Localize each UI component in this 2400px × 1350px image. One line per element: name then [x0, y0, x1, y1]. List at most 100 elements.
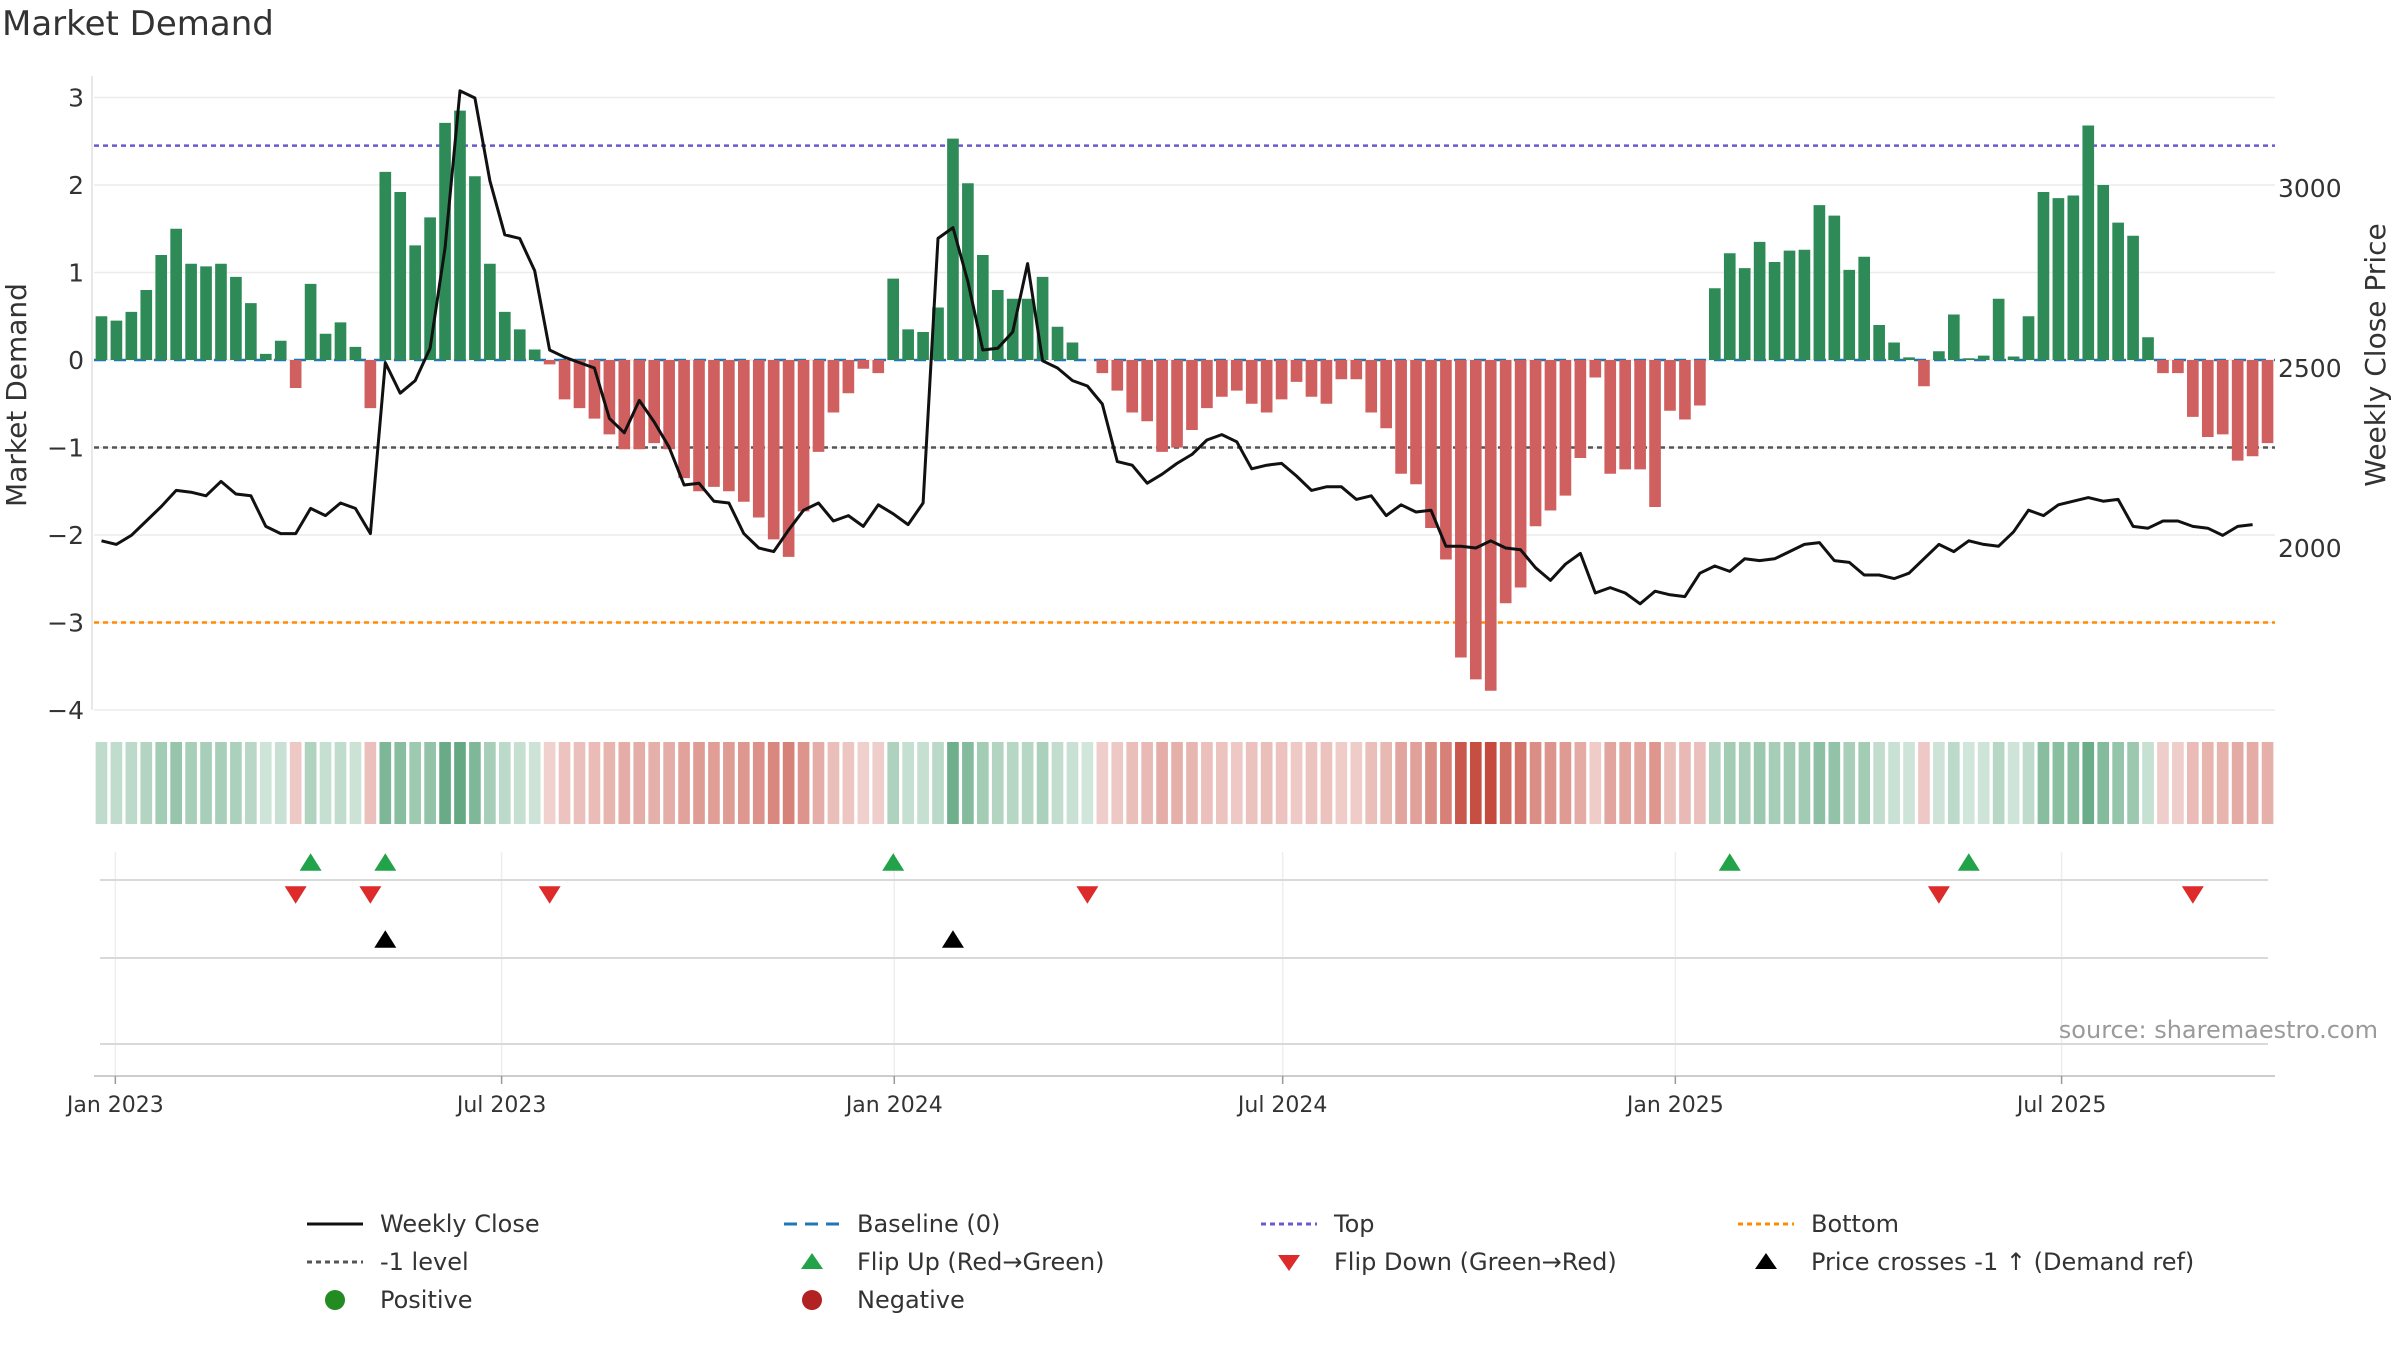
demand-bar [215, 263, 227, 360]
flip-down-marker [359, 886, 382, 904]
demand-bar [977, 255, 989, 360]
legend-label: Flip Up (Red→Green) [857, 1248, 1105, 1276]
demand-bar [678, 360, 690, 479]
band-cell [991, 742, 1004, 824]
demand-bar [1096, 360, 1109, 374]
band-cell [737, 742, 750, 824]
band-cell [185, 742, 197, 824]
band-cell [1753, 742, 1766, 824]
band-cell [962, 742, 974, 824]
demand-bar [1544, 360, 1557, 511]
demand-bar [1440, 360, 1452, 560]
demand-bars-layer [95, 110, 2274, 691]
band-cell [439, 742, 451, 824]
flip-down-marker [284, 886, 307, 904]
legend-item-top: Top [1254, 1209, 1731, 1239]
chart-title: Market Demand [2, 4, 274, 44]
band-cell [230, 742, 242, 824]
band-cell [1604, 742, 1617, 824]
band-cell [2261, 742, 2274, 824]
demand-bar [2216, 360, 2229, 435]
band-cell [2246, 742, 2259, 824]
x-tick-label: Jan 2025 [1625, 1093, 1724, 1118]
band-cell [1051, 742, 1064, 824]
band-cell [1529, 742, 1542, 824]
demand-bar [2231, 360, 2244, 461]
band-cell [200, 742, 212, 824]
demand-bar [797, 360, 810, 512]
demand-bar [543, 360, 556, 365]
demand-bar [1111, 360, 1124, 391]
demand-bar [2052, 198, 2065, 360]
band-cell [140, 742, 153, 824]
band-cell [364, 742, 377, 824]
band-cell [767, 742, 780, 824]
flip-down-marker [1076, 886, 1099, 904]
y2-axis-title: Weekly Close Price [2359, 223, 2392, 486]
axes-layer: 3 2 1 0 −1 −2 −3 −4 3000 2500 2000 Market Demand Wee… [0, 76, 2392, 725]
band-cell [558, 742, 571, 824]
demand-bar [1783, 250, 1796, 360]
demand-bar [2007, 356, 2020, 360]
band-cell [2187, 742, 2199, 824]
demand-bar [454, 110, 466, 360]
demand-bar [2142, 337, 2154, 360]
demand-bar [603, 360, 616, 435]
band-cell [1888, 742, 1900, 824]
band-cell [1111, 742, 1124, 824]
band-cell [932, 742, 944, 824]
band-cell [2097, 742, 2110, 824]
demand-bar [1425, 360, 1437, 528]
band-cell [1559, 742, 1572, 824]
legend-glyph [1261, 1222, 1317, 1226]
band-cell [887, 742, 900, 824]
legend-glyph [1738, 1222, 1794, 1226]
legend-item-bottom: Bottom [1731, 1209, 2208, 1239]
band-cell [1992, 742, 2005, 824]
legend-symbol-weekly-close [300, 1209, 370, 1239]
band-cell [1694, 742, 1706, 824]
band-cell [1230, 742, 1243, 824]
band-cell [2157, 742, 2169, 824]
demand-bar [842, 360, 855, 394]
demand-bar [1230, 360, 1243, 391]
band-cell [1828, 742, 1841, 824]
band-cell [1455, 742, 1467, 824]
demand-bar [1335, 360, 1348, 380]
demand-bar [1753, 241, 1766, 360]
band-cell [424, 742, 436, 824]
band-cell [1544, 742, 1557, 824]
band-cell [1768, 742, 1781, 824]
flip-up-marker [882, 853, 905, 871]
demand-bar [1723, 253, 1736, 360]
demand-bar [1514, 360, 1527, 588]
price-cross-marker [941, 930, 964, 948]
legend-label: Negative [857, 1286, 965, 1314]
band-cell [289, 742, 302, 824]
demand-bar [1589, 360, 1602, 378]
demand-bar [1275, 360, 1288, 400]
legend-circle-glyph [325, 1290, 345, 1310]
band-cell [543, 742, 556, 824]
band-cell [1350, 742, 1363, 824]
y-tick-label: 2 [68, 171, 84, 200]
demand-bar [857, 360, 870, 369]
band-cell [1903, 742, 1915, 824]
band-cell [513, 742, 526, 824]
band-cell [603, 742, 616, 824]
x-axis-layer: Jan 2023 Jul 2023 Jan 2024 Jul 2024 Jan 2025… [65, 1075, 2275, 1118]
legend-symbol-flip-down [1254, 1247, 1324, 1277]
band-cell [1126, 742, 1139, 824]
demand-bar [155, 255, 168, 360]
legend-triangle-up-glyph [1755, 1253, 1777, 1269]
band-cell [155, 742, 168, 824]
band-cell [782, 742, 795, 824]
demand-bar [95, 316, 108, 360]
band-cell [812, 742, 825, 824]
demand-bar [2261, 360, 2274, 444]
demand-bar [1484, 360, 1497, 691]
demand-bar [1649, 360, 1661, 507]
legend-symbol-bottom [1731, 1209, 1801, 1239]
legend-glyph [801, 1253, 823, 1269]
demand-bar [334, 322, 347, 360]
